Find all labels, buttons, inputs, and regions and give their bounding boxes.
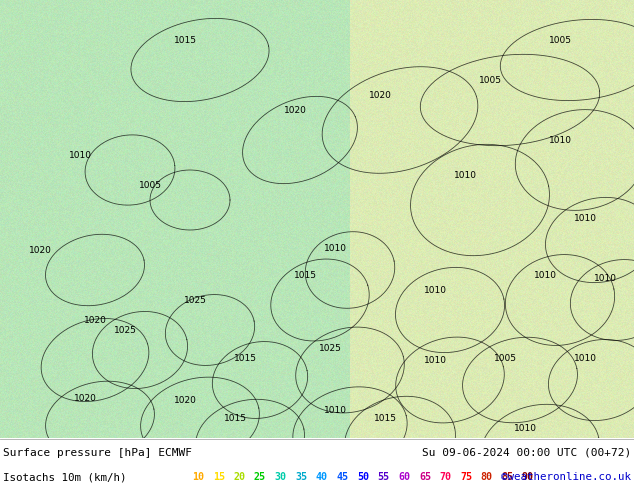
Text: 1020: 1020	[283, 105, 306, 115]
Text: 85: 85	[501, 472, 514, 482]
Text: 1005: 1005	[138, 180, 162, 190]
Text: 30: 30	[275, 472, 287, 482]
Text: 45: 45	[337, 472, 348, 482]
Text: 90: 90	[522, 472, 534, 482]
Text: 1015: 1015	[373, 414, 396, 422]
Text: 55: 55	[378, 472, 390, 482]
Text: 1020: 1020	[29, 245, 51, 254]
Text: 1010: 1010	[574, 214, 597, 222]
Text: 80: 80	[481, 472, 493, 482]
Text: 40: 40	[316, 472, 328, 482]
Text: Surface pressure [hPa] ECMWF: Surface pressure [hPa] ECMWF	[3, 447, 192, 458]
Text: 70: 70	[439, 472, 451, 482]
Text: 1015: 1015	[233, 353, 257, 363]
Text: 1010: 1010	[533, 270, 557, 279]
Text: 1020: 1020	[368, 91, 391, 99]
Text: 1010: 1010	[68, 150, 91, 160]
Text: 10: 10	[192, 472, 204, 482]
Text: 1025: 1025	[113, 325, 136, 335]
Text: 1020: 1020	[84, 316, 107, 324]
Text: 50: 50	[357, 472, 369, 482]
Text: 1010: 1010	[424, 286, 446, 294]
Text: 1025: 1025	[318, 343, 342, 352]
Text: 1025: 1025	[184, 295, 207, 304]
Text: 1010: 1010	[424, 356, 446, 365]
Text: 1010: 1010	[548, 136, 571, 145]
Text: 1015: 1015	[294, 270, 316, 279]
Text: 15: 15	[212, 472, 224, 482]
Text: ©weatheronline.co.uk: ©weatheronline.co.uk	[501, 472, 631, 482]
Text: 60: 60	[398, 472, 410, 482]
Text: 1020: 1020	[74, 393, 96, 402]
Text: 1010: 1010	[453, 171, 477, 179]
Text: 1010: 1010	[514, 423, 536, 433]
Text: 1005: 1005	[493, 353, 517, 363]
Text: 1005: 1005	[479, 75, 501, 84]
Text: 35: 35	[295, 472, 307, 482]
Text: 25: 25	[254, 472, 266, 482]
Text: 1015: 1015	[224, 414, 247, 422]
Text: 1010: 1010	[323, 406, 347, 415]
Text: 1010: 1010	[593, 273, 616, 283]
Text: 1020: 1020	[174, 395, 197, 405]
Text: 1010: 1010	[323, 244, 347, 252]
Text: 1010: 1010	[574, 353, 597, 363]
Text: Su 09-06-2024 00:00 UTC (00+72): Su 09-06-2024 00:00 UTC (00+72)	[422, 447, 631, 458]
Text: Isotachs 10m (km/h): Isotachs 10m (km/h)	[3, 472, 127, 482]
Text: 1015: 1015	[174, 35, 197, 45]
Text: 20: 20	[233, 472, 245, 482]
Text: 65: 65	[419, 472, 431, 482]
Text: 75: 75	[460, 472, 472, 482]
Text: 1005: 1005	[548, 35, 571, 45]
